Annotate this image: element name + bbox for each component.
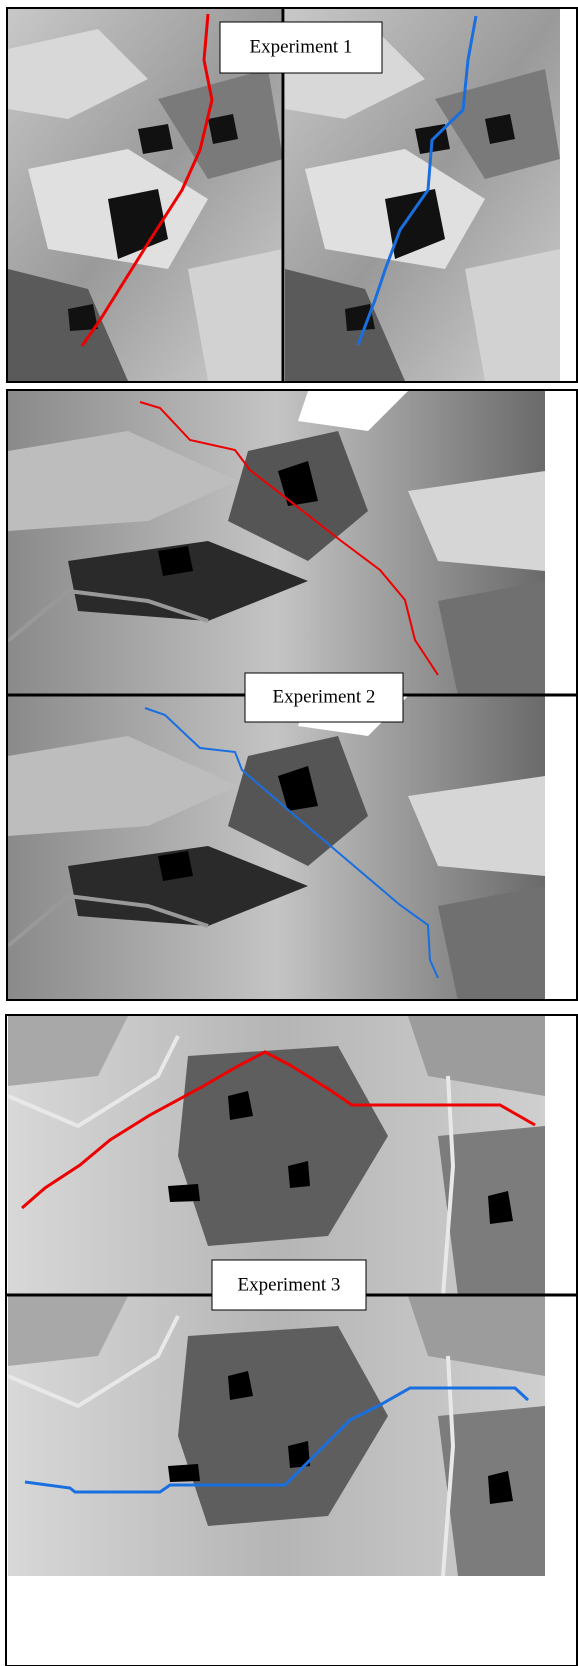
experiment-label: Experiment 1 xyxy=(250,36,353,57)
path-red xyxy=(21,1050,536,1210)
path-blue xyxy=(24,1386,530,1494)
panel-2: Experiment 2 xyxy=(6,389,578,1003)
label-box xyxy=(211,1259,367,1311)
experiment-label: Experiment 2 xyxy=(273,686,376,707)
panel-1: Experiment 1 xyxy=(6,7,578,383)
label-box xyxy=(219,21,383,74)
path-blue xyxy=(356,15,478,346)
path-red xyxy=(139,401,439,676)
panel-3: Experiment 3 xyxy=(5,1014,578,1666)
path-blue xyxy=(144,707,439,979)
label-box xyxy=(244,672,404,723)
path-red xyxy=(80,13,214,347)
experiment-label: Experiment 3 xyxy=(238,1274,341,1295)
